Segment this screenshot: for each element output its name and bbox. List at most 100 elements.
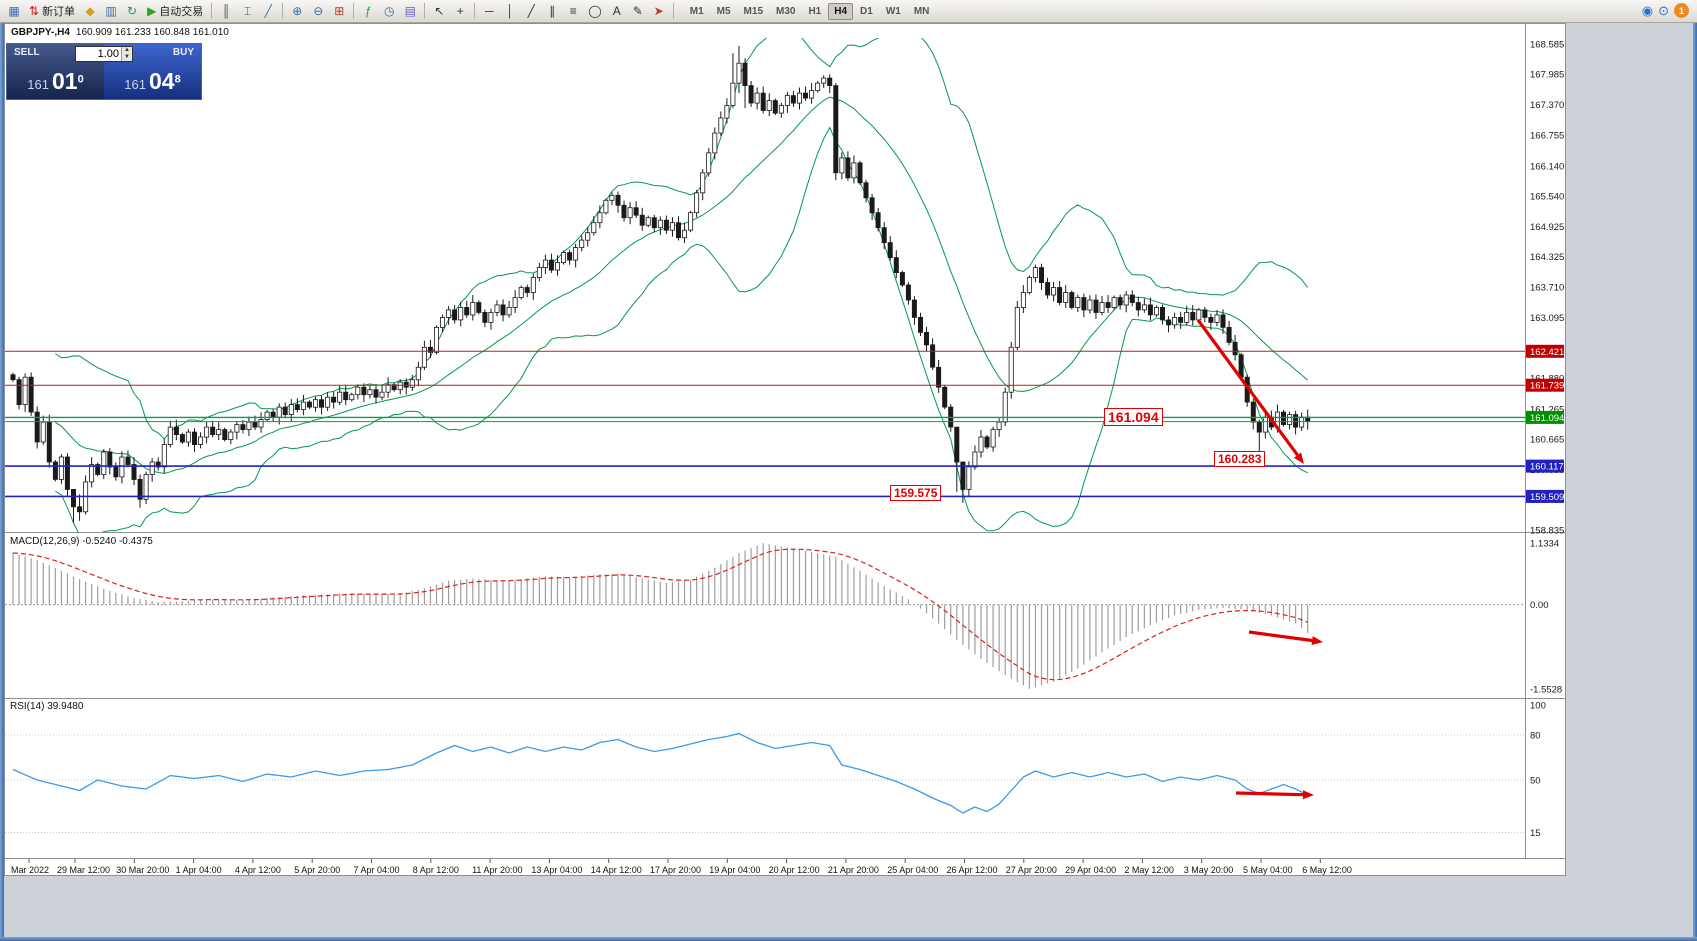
trend-arrow[interactable]	[1248, 630, 1323, 645]
svg-text:5 May 04:00: 5 May 04:00	[1243, 865, 1293, 875]
timeframe-button-m15[interactable]: M15	[743, 5, 763, 17]
svg-text:14 Apr 12:00: 14 Apr 12:00	[591, 865, 642, 875]
channel-button[interactable]: ∥	[542, 2, 562, 21]
text-button[interactable]: A	[607, 2, 627, 21]
svg-text:166.140: 166.140	[1530, 161, 1564, 172]
new-order-button[interactable]: ⇅ 新订单	[25, 2, 79, 21]
price-annotation[interactable]: 160.283	[1214, 451, 1266, 467]
rsi-label: RSI(14) 39.9480	[10, 701, 84, 712]
volume-input[interactable]: 1.00 ▲ ▼	[75, 46, 133, 62]
trend-arrow[interactable]	[1196, 319, 1304, 464]
timeframe-button-mn[interactable]: MN	[913, 5, 930, 17]
horizontal-line-button[interactable]: ─	[479, 2, 499, 21]
timeframe-button-m5[interactable]: M5	[716, 5, 731, 17]
timeframe-button-d1[interactable]: D1	[860, 5, 873, 17]
toolbar-separator	[282, 3, 284, 19]
community-icon[interactable]: ◉	[1641, 3, 1654, 18]
svg-text:160.665: 160.665	[1530, 434, 1564, 445]
svg-text:161.265: 161.265	[1530, 404, 1564, 415]
svg-text:164.925: 164.925	[1530, 222, 1564, 233]
shapes-button[interactable]: ◯	[584, 2, 605, 21]
candlestick-chart-button[interactable]: ⌶	[237, 2, 257, 21]
svg-text:4 Apr 12:00: 4 Apr 12:00	[235, 865, 281, 875]
cursor-button[interactable]: ↖	[429, 2, 449, 21]
navigator-icon: ↻	[127, 4, 138, 18]
svg-text:0.00: 0.00	[1530, 600, 1549, 611]
svg-text:6 May 12:00: 6 May 12:00	[1302, 865, 1352, 875]
volume-value: 1.00	[97, 48, 119, 60]
vertical-line-button[interactable]: │	[500, 2, 520, 21]
main-toolbar: ▦ ⇅ 新订单 ◆ ▥ ↻ ▶ 自动交易 ║ ⌶ ╱ ⊕ ⊖ ⊞ ƒ ◷ ▤ ↖ + ─ │ ╱ ∥ ≡ ◯ A ✎ ➤ M1 M5 M15…	[0, 0, 1697, 23]
periods-button[interactable]: ◷	[379, 2, 399, 21]
timeframe-button-m30[interactable]: M30	[776, 5, 796, 17]
svg-text:166.755: 166.755	[1530, 131, 1564, 142]
chart-window[interactable]: 168.585 167.985 167.370 166.755 166.140 165.5…	[4, 23, 1566, 876]
bar-chart-icon: ║	[222, 4, 231, 18]
autotrading-button[interactable]: ▶ 自动交易	[143, 2, 207, 21]
svg-text:-1.5528: -1.5528	[1530, 685, 1562, 696]
templates-icon: ▤	[404, 4, 416, 18]
svg-text:26 Apr 12:00: 26 Apr 12:00	[947, 865, 998, 875]
spinner-up-icon[interactable]: ▲	[122, 47, 132, 54]
trend-arrow[interactable]	[1235, 790, 1314, 800]
spinner-down-icon[interactable]: ▼	[122, 54, 132, 61]
metaeditor-button[interactable]: ◆	[80, 2, 100, 21]
zoom-out-button[interactable]: ⊖	[308, 2, 328, 21]
timeframe-button-m1[interactable]: M1	[689, 5, 704, 17]
fibonacci-button[interactable]: ≡	[563, 2, 583, 21]
crosshair-button[interactable]: +	[450, 2, 470, 21]
price-annotation[interactable]: 161.094	[1104, 408, 1163, 426]
time-axis[interactable]: Mar 2022 29 Mar 12:00 30 Mar 20:00 1 Apr 04…	[11, 859, 1352, 875]
svg-text:159.509: 159.509	[1530, 492, 1564, 503]
arrows-icon: ➤	[653, 4, 664, 18]
timeframe-button-h4[interactable]: H4	[828, 2, 854, 20]
toolbar-right-group: ◉ ⊙ 1	[1642, 3, 1689, 18]
shapes-icon: ◯	[588, 4, 602, 18]
notification-badge[interactable]: 1	[1674, 3, 1689, 18]
market-watch-button[interactable]: ▥	[101, 2, 121, 21]
navigator-button[interactable]: ↻	[122, 2, 142, 21]
buy-button[interactable]: BUY 161 048	[104, 44, 201, 99]
svg-text:168.585: 168.585	[1530, 40, 1564, 51]
indicators-button[interactable]: ƒ	[358, 2, 378, 21]
macd-signal-line	[12, 548, 1308, 681]
search-icon[interactable]: ⊙	[1658, 3, 1669, 18]
fibonacci-icon: ≡	[569, 4, 577, 18]
svg-text:30 Mar 20:00: 30 Mar 20:00	[116, 865, 169, 875]
toolbar-separator	[424, 3, 426, 19]
svg-text:25 Apr 04:00: 25 Apr 04:00	[887, 865, 938, 875]
price-scale[interactable]: 168.585 167.985 167.370 166.755 166.140 165.5…	[1526, 40, 1564, 537]
trendline-icon: ╱	[527, 4, 535, 18]
line-chart-button[interactable]: ╱	[258, 2, 278, 21]
buy-price: 161 048	[124, 68, 181, 94]
new-order-button-label: 新订单	[42, 6, 76, 18]
tile-windows-button[interactable]: ⊞	[329, 2, 349, 21]
zoom-out-icon: ⊖	[313, 4, 324, 18]
channel-icon: ∥	[549, 4, 556, 18]
svg-text:8 Apr 12:00: 8 Apr 12:00	[413, 865, 459, 875]
templates-button[interactable]: ▤	[400, 2, 420, 21]
svg-text:5 Apr 20:00: 5 Apr 20:00	[294, 865, 340, 875]
trendline-button[interactable]: ╱	[521, 2, 541, 21]
label-icon: ✎	[632, 4, 643, 18]
svg-text:163.095: 163.095	[1530, 313, 1564, 324]
label-button[interactable]: ✎	[628, 2, 648, 21]
arrows-button[interactable]: ➤	[649, 2, 669, 21]
timeframe-group: M1 M5 M15 M30 H1 H4 D1 W1 MN	[684, 2, 936, 20]
timeframe-button-h1[interactable]: H1	[808, 5, 822, 17]
svg-text:167.985: 167.985	[1530, 69, 1564, 80]
volume-spinner[interactable]: ▲ ▼	[121, 47, 132, 61]
svg-text:19 Apr 04:00: 19 Apr 04:00	[709, 865, 760, 875]
timeframe-button-w1[interactable]: W1	[885, 5, 901, 17]
chart-window-button[interactable]: ▦	[4, 2, 24, 21]
bar-chart-button[interactable]: ║	[216, 2, 236, 21]
svg-text:100: 100	[1530, 701, 1546, 712]
zoom-in-button[interactable]: ⊕	[287, 2, 307, 21]
chart-canvas[interactable]: 168.585 167.985 167.370 166.755 166.140 165.5…	[5, 24, 1565, 875]
svg-text:29 Apr 04:00: 29 Apr 04:00	[1065, 865, 1116, 875]
line-chart-icon: ╱	[264, 4, 272, 18]
macd-histogram	[12, 543, 1309, 689]
price-annotation[interactable]: 159.575	[890, 485, 942, 501]
sell-price: 161 010	[27, 68, 84, 94]
